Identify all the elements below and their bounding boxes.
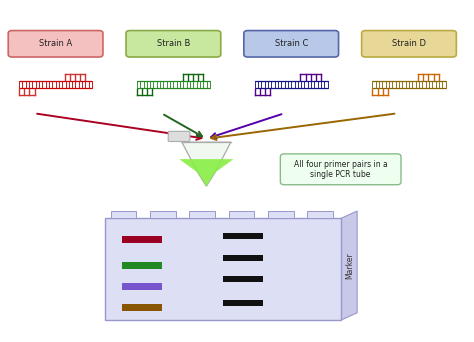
Bar [105,219,341,320]
Text: Strain C: Strain C [274,39,308,48]
Bar [111,211,137,219]
FancyBboxPatch shape [168,131,190,142]
Polygon shape [341,211,357,320]
Bar [229,211,254,219]
Bar [121,262,162,269]
FancyBboxPatch shape [280,154,401,185]
Text: All four primer pairs in a
single PCR tube: All four primer pairs in a single PCR tu… [294,160,388,179]
Bar [223,300,263,306]
FancyBboxPatch shape [362,30,456,57]
Bar [268,211,293,219]
FancyBboxPatch shape [8,30,103,57]
FancyBboxPatch shape [244,30,338,57]
Text: Strain B: Strain B [157,39,190,48]
Text: Marker: Marker [345,252,354,279]
Bar [150,211,176,219]
Bar [121,282,162,290]
Bar [307,211,333,219]
Bar [121,304,162,311]
Text: Strain D: Strain D [392,39,426,48]
Text: Strain A: Strain A [39,39,72,48]
Bar [223,233,263,239]
Bar [223,276,263,281]
FancyBboxPatch shape [126,30,221,57]
Bar [223,255,263,261]
Bar [121,236,162,243]
Bar [190,211,215,219]
Polygon shape [182,142,231,186]
Polygon shape [179,159,234,186]
